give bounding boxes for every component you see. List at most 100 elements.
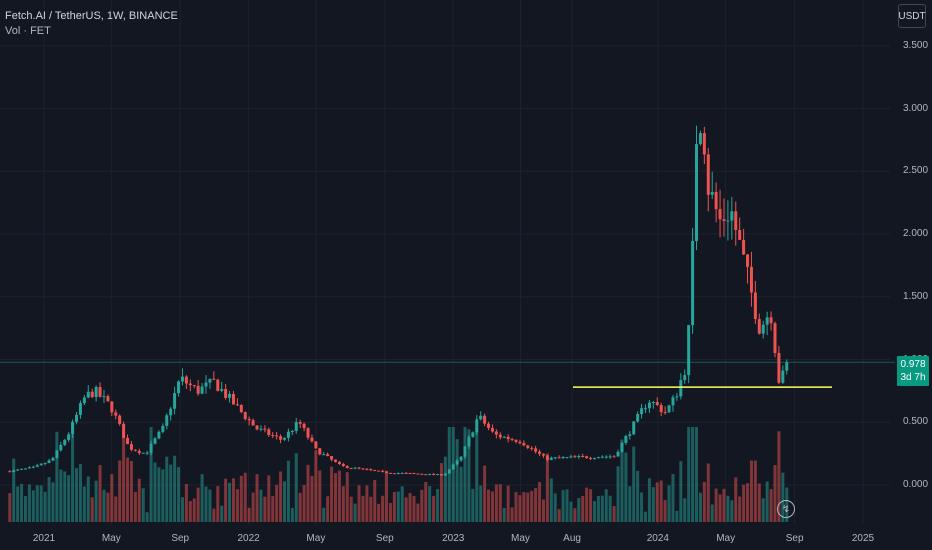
volume-bar (267, 475, 271, 522)
time-tick-label: 2022 (237, 533, 260, 544)
volume-bar (643, 511, 647, 522)
volume-bar (145, 512, 149, 522)
volume-bar (239, 475, 243, 522)
volume-bar (35, 485, 39, 522)
volume-bar (471, 488, 475, 522)
candle-body (349, 468, 353, 470)
volume-bar (161, 469, 165, 522)
candle-body (636, 414, 640, 422)
time-tick-label: 2024 (646, 533, 669, 544)
volume-bar (585, 487, 589, 522)
volume-bar (671, 473, 675, 522)
volume-bar (106, 492, 110, 522)
volume-bar (404, 497, 408, 522)
volume-bar (734, 477, 738, 522)
candle-body (361, 468, 365, 470)
volume-bar (310, 475, 314, 522)
candles (8, 125, 789, 477)
volume-bar (298, 492, 302, 522)
volume-bar (228, 482, 232, 522)
candle-body (416, 473, 420, 475)
currency-button[interactable]: USDT (898, 4, 926, 28)
candle-body (459, 456, 463, 461)
time-tick-label: 2025 (851, 533, 875, 544)
volume-bar (314, 450, 318, 522)
volume-bar (569, 501, 573, 522)
price-tick-label: 2.500 (903, 165, 929, 177)
candle-body (432, 473, 436, 475)
volume-bar (188, 500, 192, 522)
candle-body (655, 402, 659, 406)
candle-body (369, 469, 373, 471)
candle-body (702, 133, 706, 155)
candle-body (279, 436, 283, 440)
candle-body (651, 402, 655, 404)
volume-bar (628, 486, 632, 522)
volume-bar (27, 484, 31, 522)
volume-bar (349, 496, 353, 522)
volume-bar (8, 493, 12, 522)
candle-body (530, 447, 534, 449)
candle-body (765, 317, 769, 325)
candle-body (526, 445, 530, 448)
volume-bar (126, 457, 130, 522)
candle-body (102, 396, 106, 398)
candle-body (447, 469, 451, 474)
time-tick-label: Sep (785, 533, 804, 544)
volume-bar (204, 486, 208, 522)
candle-body (769, 317, 773, 324)
candle-body (55, 450, 59, 458)
candle-body (204, 382, 208, 387)
candle-body (106, 396, 110, 402)
volume-bar (78, 464, 82, 522)
candle-body (247, 419, 251, 421)
volume-bar (487, 489, 491, 522)
volume-bar (616, 466, 620, 522)
candle-body (255, 425, 259, 430)
volume-bar (439, 463, 443, 522)
candle-body (94, 386, 98, 398)
candle-body (212, 378, 216, 380)
time-tick-label: 2023 (442, 533, 465, 544)
price-tick-label: 1.500 (903, 290, 929, 302)
candle-body (133, 449, 137, 451)
volume-bar (651, 487, 655, 522)
candle-body (184, 376, 188, 384)
volume-bar (514, 492, 518, 522)
candle-body (216, 379, 220, 391)
volume-bar (541, 499, 545, 522)
volume-bar (294, 453, 298, 522)
candle-body (439, 474, 443, 476)
volume-bar (663, 500, 667, 522)
price-tick-label: 0.500 (903, 416, 929, 428)
candle-body (726, 220, 730, 222)
volume-bar (506, 485, 510, 522)
candle-body (510, 439, 514, 441)
volume-bar (443, 456, 447, 522)
candle-body (282, 437, 286, 440)
symbol-title[interactable]: Fetch.AI / TetherUS, 1W, BINANCE (5, 10, 178, 22)
candle-body (577, 455, 581, 457)
candle-body (408, 472, 412, 474)
candle-body (679, 380, 683, 397)
volume-bar (275, 484, 279, 522)
candle-body (208, 378, 212, 383)
volume-bar (63, 471, 67, 522)
volume-label[interactable]: Vol · FET (5, 25, 51, 37)
volume-bar (141, 488, 145, 522)
volume-bar (687, 427, 691, 522)
candle-body (149, 443, 153, 453)
candle-body (306, 428, 310, 438)
candle-body (581, 455, 585, 457)
volume-bar (86, 476, 90, 522)
candle-body (365, 468, 369, 470)
candle-body (777, 352, 781, 383)
candle-body (549, 457, 553, 460)
volume-bar (620, 439, 624, 522)
volume-bar (416, 503, 420, 522)
candle-body (75, 414, 79, 422)
candle-body (722, 219, 726, 221)
volume-bar (177, 467, 181, 522)
lightning-circle-icon[interactable]: ↯ (777, 500, 795, 518)
